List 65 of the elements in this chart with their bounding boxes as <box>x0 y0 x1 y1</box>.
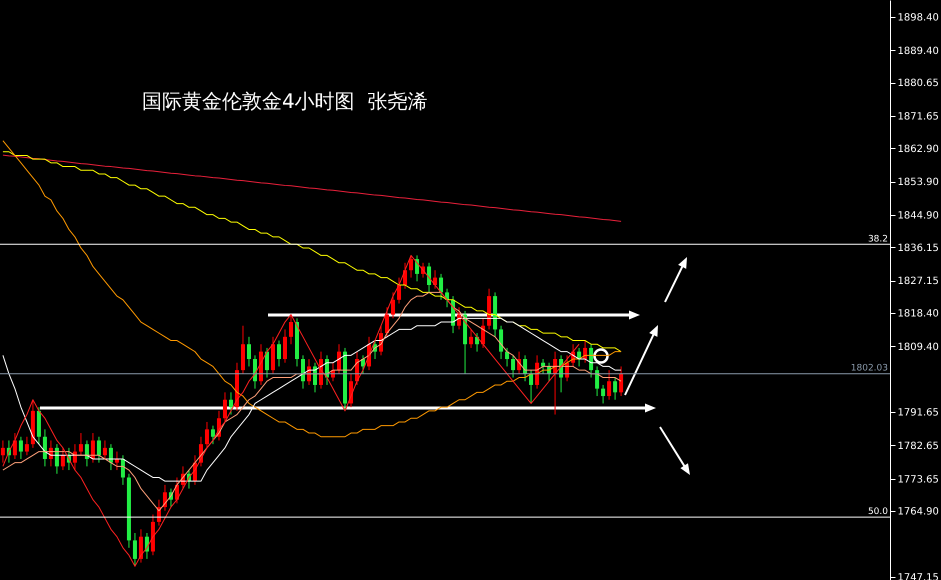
candlestick <box>511 354 516 378</box>
candlestick <box>78 432 83 456</box>
y-tick-label: 1773.65 <box>898 474 939 486</box>
candlestick <box>397 277 402 304</box>
y-tick-label: 1898.40 <box>898 12 939 24</box>
candlestick <box>222 392 227 422</box>
candlestick <box>96 436 101 464</box>
candlestick <box>60 447 65 471</box>
annotation: 50.0 <box>868 507 888 518</box>
candlestick <box>210 425 215 445</box>
y-tick-label: 1836.15 <box>898 242 939 254</box>
y-tick-label: 1782.65 <box>898 440 939 452</box>
annotation: 38.2 <box>868 234 888 244</box>
candlestick <box>505 347 510 367</box>
y-tick-label: 1862.90 <box>898 144 939 155</box>
y-tick-label: 1871.65 <box>898 112 939 123</box>
candlestick <box>499 325 504 360</box>
candlestick <box>541 358 546 374</box>
line-series <box>2 140 622 438</box>
candlestick <box>607 370 612 400</box>
y-tick-label: 1853.90 <box>898 177 939 188</box>
candlestick <box>409 254 414 278</box>
candlestick <box>529 370 534 404</box>
y-tick-label: 1809.40 <box>898 342 939 353</box>
candlestick <box>415 254 420 282</box>
candlestick <box>102 440 107 460</box>
candlestick <box>439 273 444 300</box>
ref-line-label: 1802.03 <box>850 364 888 374</box>
candlestick <box>84 440 89 467</box>
candlestick <box>391 292 396 319</box>
candlestick <box>619 366 624 397</box>
line-series <box>2 254 580 567</box>
text: 国际黄金伦敦金4小时图 张尧浠 <box>142 88 428 115</box>
y-tick-label: 1764.90 <box>898 506 939 518</box>
y-tick-label: 1889.40 <box>898 46 939 57</box>
line-series <box>2 154 622 222</box>
candlestick <box>336 344 342 374</box>
y-tick-label: 1791.65 <box>898 408 939 419</box>
candlestick <box>300 354 306 390</box>
candlestick <box>282 328 288 364</box>
candlestick <box>0 440 5 464</box>
candlestick <box>18 436 23 460</box>
candlestick <box>12 432 17 460</box>
candlestick <box>228 392 233 416</box>
candlestick <box>264 347 269 378</box>
candlestick <box>433 270 438 290</box>
candlestick <box>204 421 209 448</box>
candlestick <box>469 328 474 348</box>
candlestick <box>120 454 125 486</box>
candlestick <box>138 528 143 564</box>
candlestick <box>132 532 137 567</box>
candlestick <box>385 306 390 338</box>
candlestick <box>24 436 29 456</box>
candlestick <box>288 314 294 345</box>
y-tick-label: 1818.40 <box>898 308 939 320</box>
y-tick-label: 1880.65 <box>898 78 939 90</box>
candlestick <box>427 262 432 293</box>
candlestick <box>246 336 251 367</box>
candlestick <box>601 384 606 404</box>
candlestick <box>90 432 95 464</box>
candlestick <box>613 377 618 400</box>
y-tick-label: 1844.90 <box>898 210 939 222</box>
candlestick <box>276 340 281 367</box>
y-tick-label: 1827.15 <box>898 276 939 288</box>
candlestick <box>595 366 600 397</box>
